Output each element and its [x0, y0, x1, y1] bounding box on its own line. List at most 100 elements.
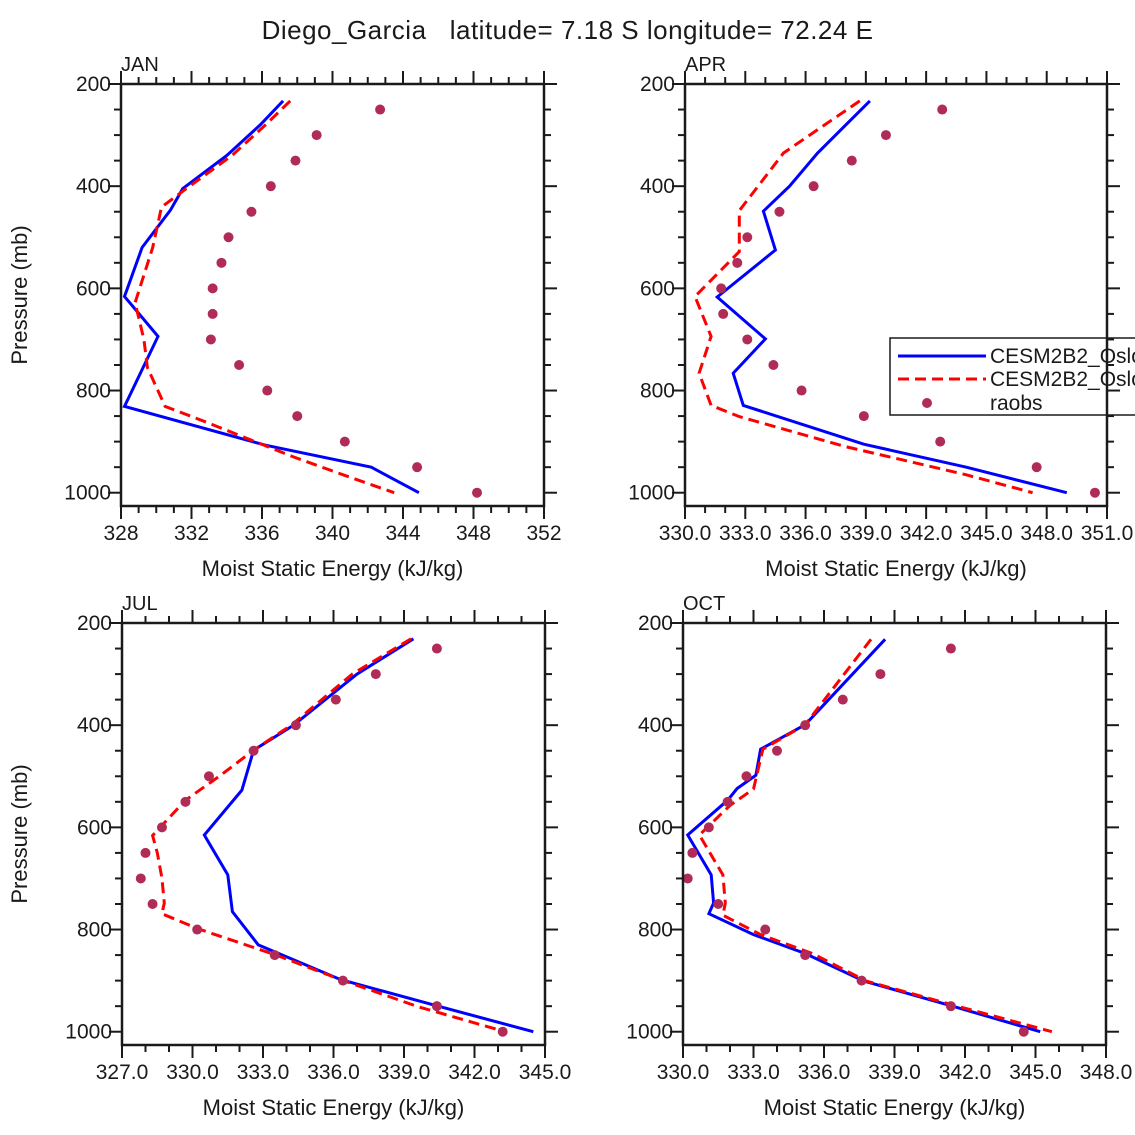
oct-x-axis-title: Moist Static Energy (kJ/kg) [764, 1095, 1026, 1120]
oct-y-tick-label: 200 [638, 612, 673, 635]
apr-raobs-point [732, 257, 743, 268]
apr-raobs-point [774, 206, 785, 217]
oct-x-tick-label: 345.0 [1009, 1061, 1062, 1084]
oct-model1-line [685, 638, 1041, 1034]
jan-raobs-point [234, 359, 245, 370]
apr-raobs-point [808, 181, 819, 192]
oct-model2-line [697, 638, 1053, 1034]
jul-raobs-point [269, 950, 280, 961]
oct-y-tick-label: 400 [638, 714, 673, 737]
jul-x-tick-label: 327.0 [96, 1061, 149, 1084]
apr-y-tick-label: 600 [640, 277, 675, 300]
apr-raobs-point [796, 385, 807, 396]
jan-y-tick-label: 200 [76, 73, 111, 96]
jan-raobs-point [246, 206, 257, 217]
jul-raobs-point [290, 720, 301, 731]
jul-y-tick-label: 800 [77, 919, 112, 942]
apr-raobs-point [858, 411, 869, 422]
apr-y-tick-label: 200 [640, 73, 675, 96]
apr-raobs-point [1031, 462, 1042, 473]
jul-raobs-point [497, 1026, 508, 1037]
oct-plot-frame [681, 621, 1108, 1047]
apr-x-tick-label: 342.0 [900, 522, 953, 545]
oct-raobs-point [741, 771, 752, 782]
jul-x-tick-label: 342.0 [448, 1061, 501, 1084]
jan-model2-line [133, 99, 395, 495]
jan-raobs-point [265, 181, 276, 192]
apr-raobs-point [742, 232, 753, 243]
legend-label: CESM2B2_Oslo_ [990, 345, 1135, 368]
jan-y-tick-label: 400 [76, 175, 111, 198]
apr-x-tick-label: 330.0 [659, 522, 712, 545]
apr-raobs-point [846, 155, 857, 166]
jul-x-tick-label: 339.0 [378, 1061, 431, 1084]
legend-raobs-marker [922, 398, 932, 408]
legend-label: CESM2B2_Oslo_ [990, 368, 1135, 391]
jan-x-tick-label: 340 [315, 522, 350, 545]
apr-x-tick-label: 333.0 [719, 522, 772, 545]
jan-y-axis-title: Pressure (mb) [7, 225, 32, 364]
jul-model1-line [202, 637, 534, 1034]
oct-x-tick-label: 333.0 [727, 1061, 780, 1084]
oct-raobs-point [945, 643, 956, 654]
jan-raobs-point [472, 487, 483, 498]
jan-raobs-point [292, 411, 303, 422]
oct-raobs-point [945, 1001, 956, 1012]
jan-x-tick-label: 352 [526, 522, 561, 545]
jan-panel-title: JAN [121, 54, 159, 76]
apr-raobs-point [718, 308, 729, 319]
jul-raobs-point [337, 975, 348, 986]
apr-x-tick-label: 345.0 [960, 522, 1013, 545]
oct-raobs-point [856, 975, 867, 986]
jul-model2-line [150, 637, 506, 1034]
jan-x-tick-label: 348 [456, 522, 491, 545]
oct-x-tick-label: 339.0 [868, 1061, 921, 1084]
jul-raobs-point [156, 822, 167, 833]
jan-x-tick-label: 328 [103, 522, 138, 545]
jan-x-tick-label: 336 [244, 522, 279, 545]
jul-plot-frame [120, 621, 547, 1047]
apr-x-tick-label: 348.0 [1020, 522, 1073, 545]
oct-raobs-point [800, 950, 811, 961]
jan-y-tick-label: 600 [76, 277, 111, 300]
oct-x-tick-label: 342.0 [939, 1061, 992, 1084]
jul-raobs-point [180, 796, 191, 807]
apr-model2-line [693, 99, 1033, 495]
jan-raobs-point [223, 232, 234, 243]
oct-raobs-point [760, 924, 771, 935]
apr-raobs-point [935, 436, 946, 447]
jul-x-tick-label: 336.0 [307, 1061, 360, 1084]
jan-raobs-point [262, 385, 273, 396]
oct-raobs-point [837, 694, 848, 705]
jul-x-tick-label: 330.0 [166, 1061, 219, 1084]
jul-x-tick-label: 345.0 [519, 1061, 572, 1084]
apr-x-tick-label: 351.0 [1081, 522, 1134, 545]
oct-x-tick-label: 348.0 [1080, 1061, 1133, 1084]
jan-raobs-point [339, 436, 350, 447]
oct-raobs-point [772, 745, 782, 756]
jan-plot-frame [119, 82, 546, 508]
jan-model1-line [122, 99, 420, 495]
jul-y-tick-label: 1000 [65, 1021, 112, 1044]
legend-label: raobs [990, 392, 1043, 415]
oct-raobs-point [1018, 1026, 1029, 1037]
jan-raobs-point [375, 104, 386, 115]
jul-x-axis-title: Moist Static Energy (kJ/kg) [203, 1095, 465, 1120]
jul-panel-title: JUL [122, 593, 158, 615]
apr-raobs-point [742, 334, 753, 345]
jan-raobs-point [412, 462, 423, 473]
oct-y-tick-label: 600 [638, 816, 673, 839]
apr-raobs-point [937, 104, 948, 115]
apr-x-tick-label: 336.0 [779, 522, 832, 545]
jan-raobs-point [311, 130, 322, 141]
jan-raobs-point [207, 308, 218, 319]
jul-y-tick-label: 200 [77, 612, 112, 635]
jul-y-tick-label: 600 [77, 816, 112, 839]
figure-title: Diego_Garcia latitude= 7.18 S longitude=… [261, 15, 874, 45]
jul-raobs-point [203, 771, 214, 782]
jul-raobs-point [135, 873, 146, 884]
oct-panel-title: OCT [683, 593, 725, 615]
jul-raobs-point [140, 847, 151, 858]
jul-y-axis-title: Pressure (mb) [7, 764, 32, 903]
